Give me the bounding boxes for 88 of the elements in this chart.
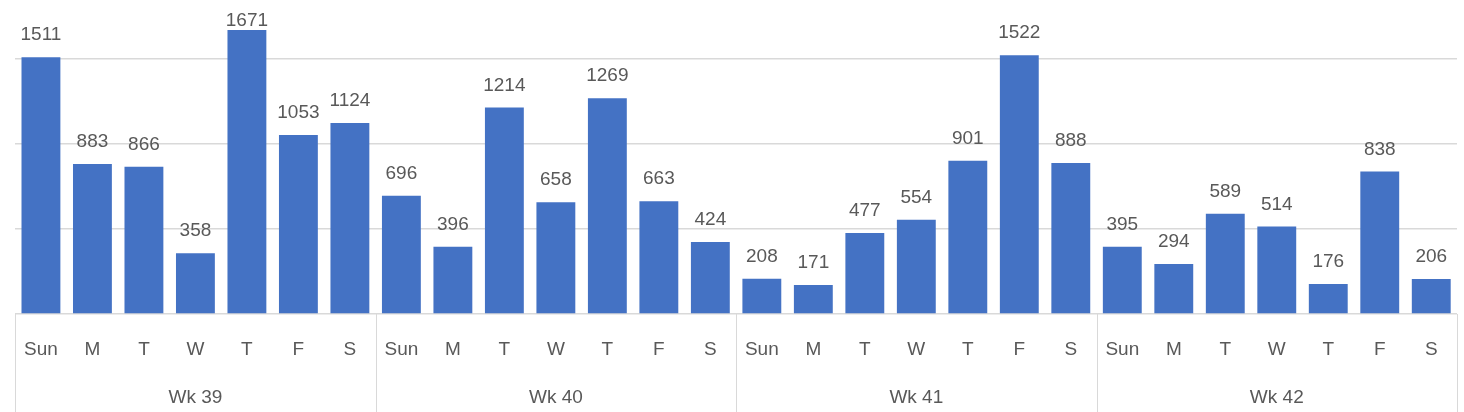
bar [1102,246,1142,314]
bar [536,202,576,314]
text: Wk 42 [1249,386,1304,408]
data-label: 358 [179,219,212,241]
text: Wk 41 [889,386,944,408]
bar [124,166,164,314]
data-label: 1522 [998,21,1041,43]
data-label: 1671 [225,9,269,30]
x-tick-label: S [1424,337,1438,359]
data-label: 589 [1209,179,1242,201]
x-tick-label: T [138,337,151,359]
bar [1205,213,1245,314]
data-label: 554 [900,185,933,207]
data-label: 424 [694,207,727,229]
bar [587,98,627,314]
bar [227,29,267,314]
data-label: 208 [745,244,778,266]
data-label: 663 [643,167,675,189]
text: Wk 39 [168,386,223,408]
x-tick-label: S [1064,337,1078,359]
bar [896,219,936,314]
bar [72,163,112,314]
x-tick-label: S [704,337,717,359]
x-tick-label: M [1165,337,1182,359]
bar [1411,278,1451,314]
bar [1308,284,1348,314]
data-label: 395 [1106,212,1139,234]
x-tick-label: T [601,337,614,359]
x-tick-label: W [546,337,565,359]
x-tick-label: S [343,337,357,359]
bar [1257,226,1297,314]
x-tick-label: F [292,337,305,359]
data-label: 294 [1157,230,1191,252]
x-tick-label: Sun [24,337,58,359]
x-tick-label: W [907,337,926,359]
data-label: 1124 [329,88,371,110]
x-tick-label: Sun [1105,337,1140,359]
bar [742,278,782,314]
bar [21,57,61,314]
x-tick-label: W [186,337,205,359]
x-tick-label: W [1267,337,1286,359]
bar [381,195,421,314]
data-label: 514 [1260,192,1294,214]
bar [1051,163,1091,314]
data-label: 171 [797,250,830,272]
x-tick-label: T [498,337,511,359]
data-label: 883 [76,129,109,151]
bar [484,107,524,314]
data-label: 206 [1415,244,1448,266]
data-label: 1053 [277,100,320,122]
bar [330,122,370,314]
data-label: 1511 [20,23,62,45]
bar [175,253,215,314]
x-tick-label: F [1013,337,1026,359]
data-label: 866 [128,132,160,154]
bar [1360,171,1400,314]
x-tick-label: Sun [744,337,779,359]
bar [999,55,1039,314]
bar [639,201,679,314]
x-tick-label: F [1373,337,1386,359]
x-tick-label: Sun [384,337,419,359]
x-tick-label: T [962,337,975,359]
data-label: 888 [1054,129,1087,151]
bar [948,160,988,314]
bar [278,134,318,314]
bar [845,232,885,314]
bar [690,241,730,314]
data-label: 176 [1312,250,1345,272]
data-label: 658 [540,168,572,190]
x-tick-label: T [1219,337,1232,359]
bar [793,284,833,314]
bar [433,246,473,314]
x-tick-label: M [444,337,461,359]
data-label: 901 [951,126,984,148]
x-tick-label: T [859,337,872,359]
text: Wk 40 [528,386,583,408]
x-tick-label: T [241,337,254,359]
x-tick-label: M [84,337,101,359]
bar [1154,264,1194,314]
data-label: 696 [385,161,418,183]
data-label: 838 [1363,137,1396,159]
data-label: 1214 [483,73,526,95]
x-tick-label: M [805,337,822,359]
x-tick-label: T [1322,337,1335,359]
data-label: 477 [848,198,881,220]
data-label: 396 [437,212,469,234]
data-label: 1269 [586,64,629,86]
x-tick-label: F [653,337,665,359]
